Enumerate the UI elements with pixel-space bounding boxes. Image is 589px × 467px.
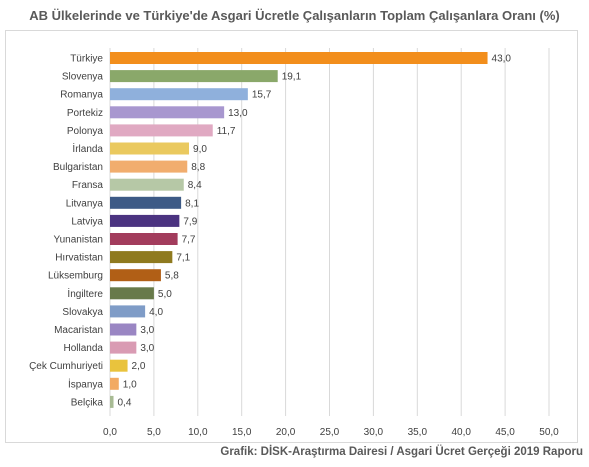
data-label: 8,1 (185, 198, 199, 209)
bar (110, 269, 161, 282)
bar (110, 70, 278, 83)
x-tick-label: 25,0 (320, 427, 340, 438)
bar (110, 359, 128, 372)
category-label: İrlanda (72, 142, 103, 155)
category-label: Çek Cumhuriyeti (29, 361, 103, 372)
x-tick-label: 15,0 (232, 427, 252, 438)
x-tick-label: 45,0 (495, 427, 515, 438)
category-label: Slovakya (62, 307, 103, 318)
data-label: 8,8 (191, 162, 205, 173)
bar (110, 395, 114, 408)
category-label: Hırvatistan (55, 253, 103, 264)
chart-frame (5, 30, 578, 443)
x-tick-label: 30,0 (364, 427, 384, 438)
x-tick-label: 0,0 (103, 427, 117, 438)
data-label: 3,0 (140, 343, 154, 354)
category-label: Portekiz (67, 108, 103, 119)
x-tick-label: 5,0 (147, 427, 161, 438)
category-label: Latviya (71, 216, 103, 227)
category-label: Romanya (60, 90, 103, 101)
data-label: 1,0 (123, 379, 137, 390)
bar (110, 52, 488, 64)
data-label: 7,7 (182, 235, 196, 246)
x-tick-label: 10,0 (188, 427, 208, 438)
category-label: Macaristan (54, 325, 103, 336)
data-label: 43,0 (492, 54, 512, 65)
bar (110, 287, 154, 300)
bar (110, 160, 188, 173)
bar (110, 196, 182, 209)
category-label: Belçika (71, 397, 104, 408)
x-tick-label: 20,0 (276, 427, 296, 438)
data-label: 8,4 (188, 180, 202, 191)
bar (110, 142, 190, 155)
x-tick-label: 40,0 (451, 427, 471, 438)
chart-source: Grafik: DİSK-Araştırma Dairesi / Asgari … (220, 446, 583, 458)
bar (110, 323, 137, 336)
data-label: 3,0 (140, 325, 154, 336)
x-tick-label: 35,0 (408, 427, 428, 438)
category-label: Türkiye (70, 54, 103, 65)
category-label: Polonya (67, 126, 104, 137)
bar (110, 305, 146, 318)
data-label: 11,7 (217, 126, 236, 137)
data-label: 9,0 (193, 144, 207, 155)
bar (110, 233, 178, 245)
category-label: Bulgaristan (53, 162, 103, 173)
bar (110, 124, 213, 137)
category-label: Hollanda (64, 343, 104, 354)
bar (110, 106, 225, 119)
chart-title: AB Ülkelerinde ve Türkiye'de Asgari Ücre… (29, 8, 560, 23)
bar (110, 341, 137, 354)
category-label: İspanya (68, 377, 103, 390)
bar (110, 88, 248, 101)
data-label: 13,0 (228, 108, 248, 119)
category-label: Lüksemburg (48, 271, 103, 282)
data-label: 4,0 (149, 307, 163, 318)
data-label: 7,9 (183, 216, 197, 227)
data-label: 7,1 (176, 253, 190, 264)
data-label: 0,4 (118, 397, 132, 408)
data-label: 19,1 (282, 72, 302, 83)
data-label: 2,0 (132, 361, 146, 372)
bar (110, 214, 180, 227)
category-label: Fransa (72, 180, 104, 191)
category-label: İngiltere (67, 287, 103, 300)
data-label: 15,7 (252, 90, 272, 101)
x-tick-label: 50,0 (539, 427, 559, 438)
category-label: Litvanya (66, 198, 104, 209)
category-label: Yunanistan (54, 235, 104, 246)
bar (110, 178, 184, 191)
bar (110, 251, 173, 264)
bar (110, 377, 119, 390)
category-label: Slovenya (62, 72, 104, 83)
data-label: 5,8 (165, 271, 179, 282)
data-label: 5,0 (158, 289, 172, 300)
